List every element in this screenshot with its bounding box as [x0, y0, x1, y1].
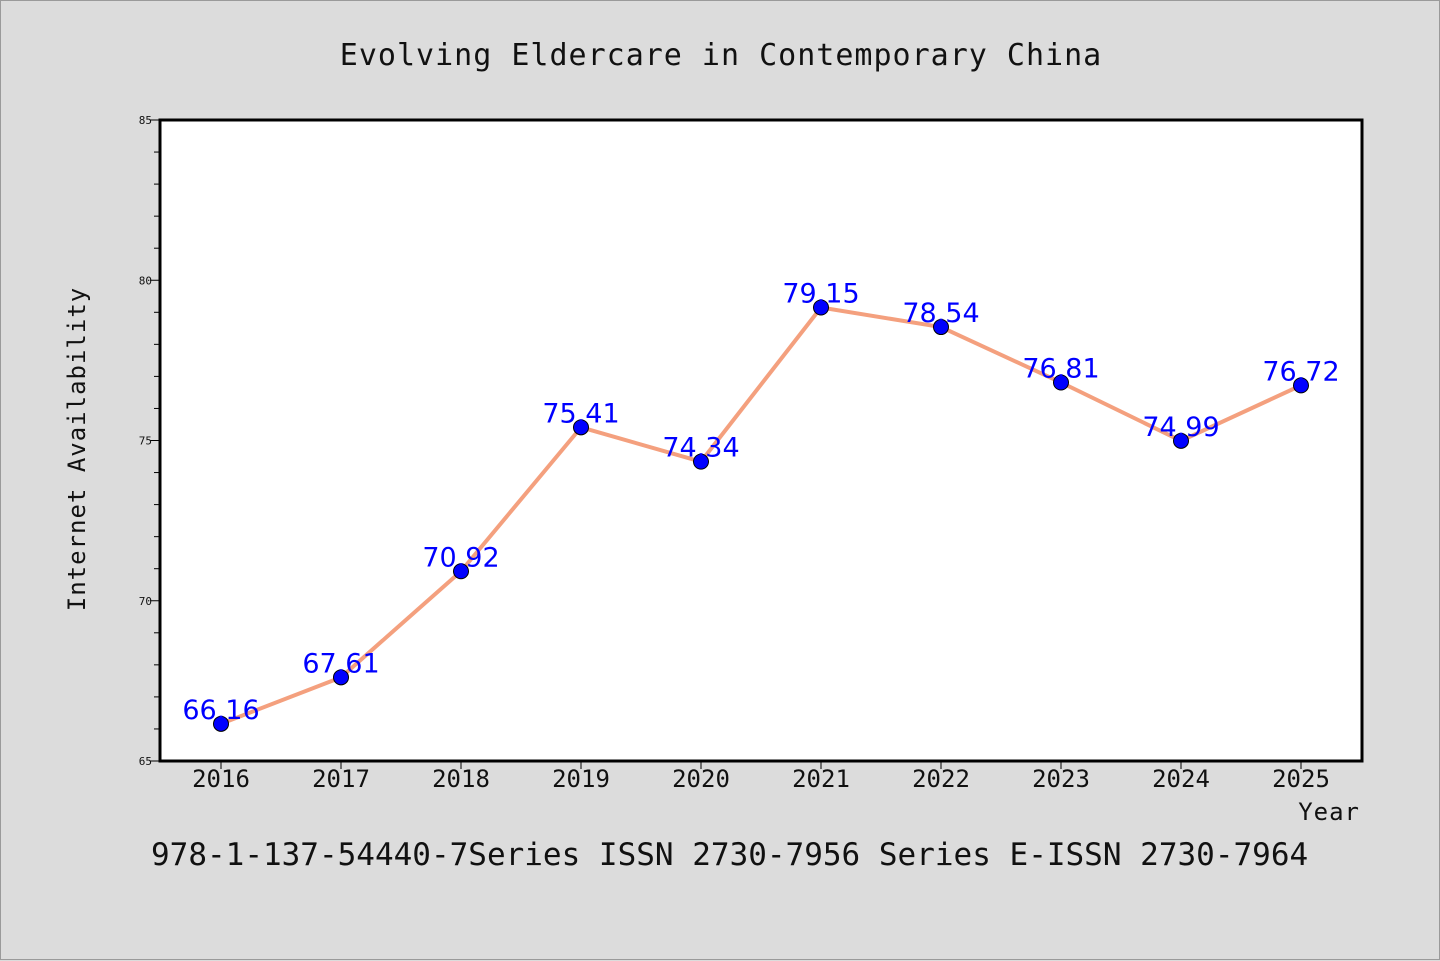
data-point — [693, 453, 709, 470]
y-tick-label: 65 — [139, 755, 152, 768]
data-point — [813, 299, 829, 316]
x-tick-label: 2018 — [432, 765, 490, 793]
data-label: 74.34 — [662, 433, 739, 464]
x-tick-label: 2024 — [1152, 765, 1210, 793]
chart-title: Evolving Eldercare in Contemporary China — [340, 38, 1102, 73]
data-label: 70.92 — [422, 542, 499, 573]
y-tick-label: 75 — [139, 435, 152, 448]
data-label: 78.54 — [902, 298, 979, 329]
data-label: 76.81 — [1022, 353, 1099, 384]
data-point — [573, 419, 589, 436]
x-axis-label: Year — [1298, 798, 1360, 826]
data-point — [333, 669, 349, 686]
series-line — [220, 305, 1302, 726]
footer-text: 978-1-137-54440-7Series ISSN 2730-7956 S… — [151, 837, 1308, 873]
data-point — [213, 715, 229, 732]
data-label: 67.61 — [302, 648, 379, 679]
data-point — [1293, 377, 1309, 394]
data-label: 75.41 — [542, 398, 619, 429]
x-tick-label: 2022 — [912, 765, 970, 793]
y-axis-label: Internet Availability — [63, 287, 91, 611]
y-tick-label: 80 — [139, 274, 152, 287]
y-axis: 65 70 75 80 85 — [139, 114, 160, 768]
x-tick-label: 2023 — [1032, 765, 1090, 793]
x-axis: 2016 2017 2018 2019 2020 2021 2022 2023 2024 2025 — [192, 761, 1330, 793]
x-tick-label: 2019 — [552, 765, 610, 793]
data-label: 76.72 — [1262, 356, 1339, 387]
y-tick-label: 70 — [139, 595, 152, 608]
data-label: 66.16 — [182, 695, 259, 726]
y-tick-label: 85 — [139, 114, 152, 127]
plot-area — [158, 118, 1364, 763]
x-tick-label: 2025 — [1272, 765, 1330, 793]
data-point — [933, 319, 949, 336]
x-tick-label: 2020 — [672, 765, 730, 793]
data-label: 79.15 — [782, 278, 859, 309]
data-point — [1173, 432, 1189, 449]
series-layer: 66.16 67.61 70.92 75.41 74.34 79.15 78.54 76.81… — [182, 278, 1340, 732]
data-label: 74.99 — [1142, 412, 1219, 443]
data-point — [453, 563, 469, 580]
x-tick-label: 2017 — [312, 765, 370, 793]
x-tick-label: 2021 — [792, 765, 850, 793]
x-tick-label: 2016 — [192, 765, 250, 793]
data-point — [1053, 374, 1069, 391]
